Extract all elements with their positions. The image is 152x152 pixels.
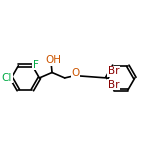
- Text: Cl: Cl: [2, 73, 12, 83]
- Text: Br: Br: [108, 80, 119, 90]
- Text: Br: Br: [108, 66, 119, 76]
- Text: F: F: [33, 60, 39, 70]
- Text: OH: OH: [45, 55, 61, 65]
- Text: O: O: [71, 68, 80, 78]
